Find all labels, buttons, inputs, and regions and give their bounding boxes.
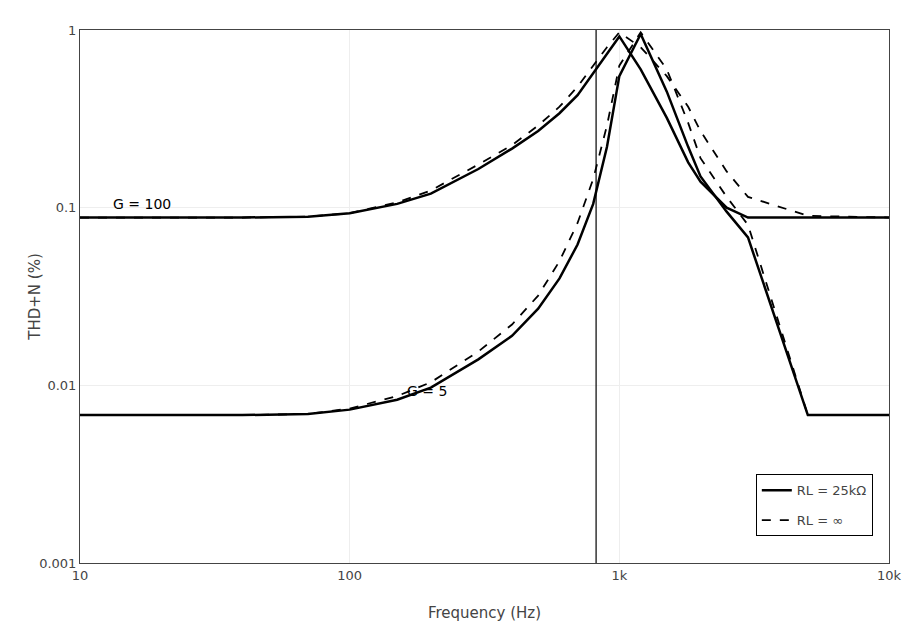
svg-text:0.01: 0.01: [47, 378, 76, 393]
svg-text:Frequency (Hz): Frequency (Hz): [428, 604, 541, 622]
svg-text:RL = ∞: RL = ∞: [797, 513, 843, 528]
svg-text:G = 100: G = 100: [113, 196, 171, 212]
svg-text:0.001: 0.001: [39, 556, 76, 571]
svg-text:G = 5: G = 5: [407, 383, 447, 399]
svg-text:THD+N (%): THD+N (%): [26, 253, 44, 341]
svg-text:10: 10: [72, 568, 89, 583]
svg-text:0.1: 0.1: [56, 200, 77, 215]
svg-text:1: 1: [68, 23, 76, 38]
svg-text:1k: 1k: [611, 568, 627, 583]
svg-text:10k: 10k: [877, 568, 902, 583]
svg-text:RL = 25kΩ: RL = 25kΩ: [797, 483, 867, 498]
svg-text:100: 100: [337, 568, 362, 583]
